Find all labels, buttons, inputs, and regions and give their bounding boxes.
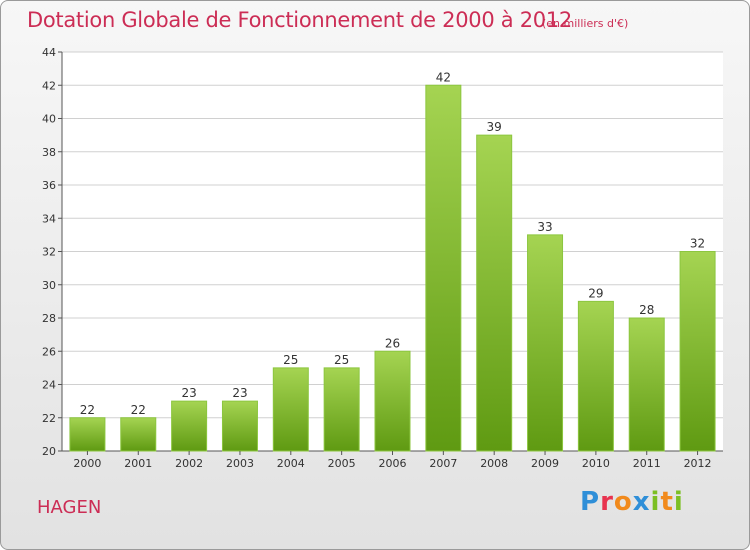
data-label: 26: [385, 336, 400, 350]
data-label: 22: [131, 403, 146, 417]
y-tick-label: 26: [42, 345, 56, 358]
data-label: 28: [639, 303, 654, 317]
plot-area: 20 22 24 26 28 30 32 34 36 38 40 42 44 22 2000 22 2001 23…: [42, 46, 723, 470]
y-tick-label: 34: [42, 212, 56, 225]
y-tick-label: 30: [42, 279, 56, 292]
bar: [323, 367, 360, 452]
chart-subtitle: (en milliers d'€): [542, 17, 629, 30]
y-tick-label: 42: [42, 79, 56, 92]
x-tick-label: 2011: [633, 457, 661, 470]
bar: [425, 84, 462, 452]
x-tick-label: 2004: [277, 457, 305, 470]
proxiti-logo: Proxiti: [580, 487, 684, 517]
y-tick-label: 38: [42, 146, 56, 159]
bar: [272, 367, 309, 452]
bar: [171, 400, 208, 452]
x-tick-label: 2006: [379, 457, 407, 470]
y-tick-label: 44: [42, 46, 56, 59]
y-tick-label: 36: [42, 179, 56, 192]
data-label: 33: [537, 220, 552, 234]
bar: [577, 300, 614, 452]
bar: [527, 234, 564, 452]
x-tick-label: 2008: [480, 457, 508, 470]
chart-title: Dotation Globale de Fonctionnement de 20…: [27, 8, 572, 32]
data-label: 23: [181, 386, 196, 400]
x-tick-label: 2009: [531, 457, 559, 470]
x-tick-label: 2012: [684, 457, 712, 470]
bar: [221, 400, 258, 452]
y-tick-label: 40: [42, 113, 56, 126]
x-tick-label: 2000: [73, 457, 101, 470]
y-tick-label: 22: [42, 412, 56, 425]
y-tick-label: 28: [42, 312, 56, 325]
bar: [679, 251, 716, 452]
data-label: 25: [334, 353, 349, 367]
commune-name: HAGEN: [37, 497, 102, 518]
bar: [69, 417, 106, 452]
bar: [120, 417, 157, 452]
x-tick-label: 2003: [226, 457, 254, 470]
data-label: 23: [232, 386, 247, 400]
data-label: 42: [436, 70, 451, 84]
data-label: 25: [283, 353, 298, 367]
y-tick-label: 24: [42, 379, 56, 392]
bar: [476, 134, 513, 452]
x-tick-label: 2001: [124, 457, 152, 470]
x-tick-label: 2007: [429, 457, 457, 470]
x-tick-label: 2005: [328, 457, 356, 470]
x-tick-label: 2010: [582, 457, 610, 470]
y-tick-label: 20: [42, 445, 56, 458]
data-label: 29: [588, 286, 603, 300]
data-label: 22: [80, 403, 95, 417]
bar: [374, 350, 411, 452]
x-tick-label: 2002: [175, 457, 203, 470]
bar: [628, 317, 665, 452]
data-label: 39: [487, 120, 502, 134]
data-label: 32: [690, 237, 705, 251]
y-tick-label: 32: [42, 246, 56, 259]
